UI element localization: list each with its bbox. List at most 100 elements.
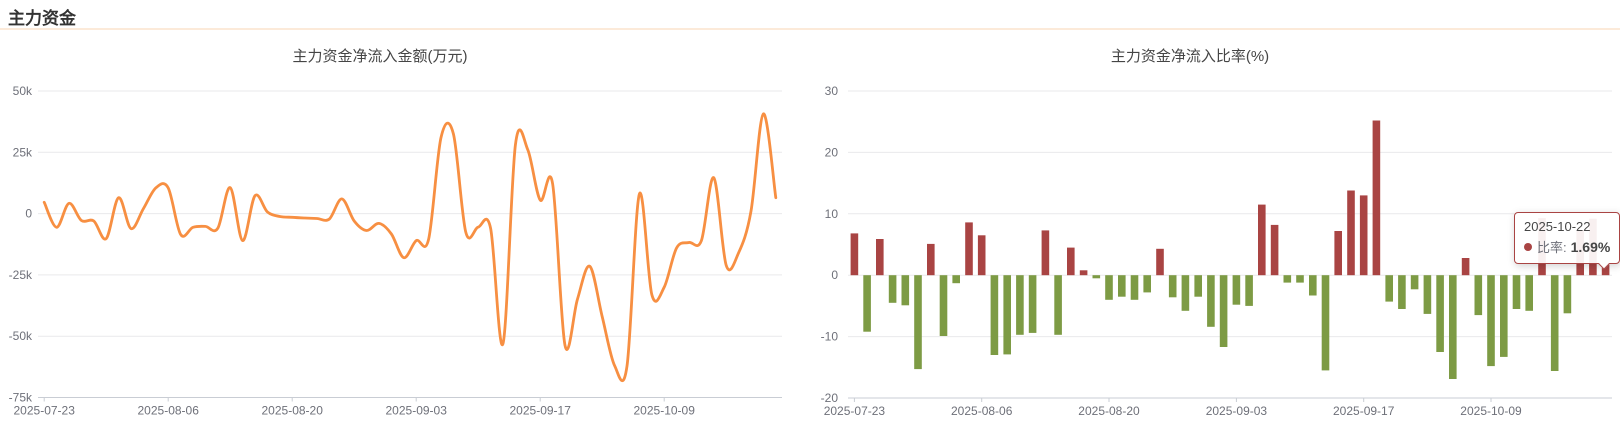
- chart-title-net-inflow-ratio: 主力资金净流入比率(%): [1110, 48, 1270, 65]
- y-axis-label: 50k: [13, 84, 33, 98]
- tooltip-series-row: 比率: 1.69%: [1524, 237, 1610, 256]
- tooltip-date: 2025-10-22: [1524, 219, 1591, 234]
- bar[interactable]: [977, 235, 986, 276]
- y-axis-label: -75k: [9, 391, 33, 405]
- grid: [38, 90, 782, 337]
- tooltip: 2025-10-22 比率: 1.69%: [1514, 212, 1620, 270]
- bar[interactable]: [1385, 275, 1393, 302]
- bar[interactable]: [927, 243, 935, 276]
- bar[interactable]: [1092, 275, 1101, 279]
- x-axis-label: 2025-08-20: [1078, 404, 1140, 418]
- y-axis-label: 0: [831, 268, 838, 282]
- bar[interactable]: [1487, 275, 1495, 367]
- x-axis-label: 2025-09-17: [510, 404, 572, 418]
- bar-series: [850, 120, 1610, 379]
- bar[interactable]: [1143, 275, 1151, 293]
- bar[interactable]: [1194, 275, 1202, 297]
- y-axis-label: -50k: [9, 329, 33, 343]
- y-axis-label: 30: [825, 84, 839, 98]
- x-axis-label: 2025-08-06: [951, 404, 1013, 418]
- chart-title-net-inflow-amount: 主力资金净流入金额(万元): [292, 48, 468, 65]
- chart-panel-net-inflow-ratio: 主力资金净流入比率(%) 30 20 10 0 -10 -20 2025-07-23 2025…: [790, 0, 1620, 433]
- bar[interactable]: [1372, 120, 1381, 276]
- bar[interactable]: [1512, 275, 1521, 309]
- bar[interactable]: [888, 275, 897, 303]
- bar[interactable]: [1245, 275, 1253, 306]
- bar[interactable]: [1270, 224, 1279, 276]
- bar[interactable]: [1041, 230, 1050, 276]
- x-axis-label: 2025-08-06: [138, 404, 200, 418]
- bar[interactable]: [863, 275, 871, 332]
- y-axis-label: -10: [821, 330, 839, 344]
- bar[interactable]: [990, 275, 999, 355]
- bar[interactable]: [1207, 275, 1215, 327]
- bar[interactable]: [1461, 258, 1470, 276]
- bar[interactable]: [1130, 275, 1139, 300]
- bar[interactable]: [1079, 270, 1088, 276]
- x-axis: 2025-07-23 2025-08-06 2025-08-20 2025-09-03…: [824, 397, 1612, 418]
- bar[interactable]: [1563, 275, 1572, 314]
- bar[interactable]: [1232, 275, 1241, 305]
- bar[interactable]: [1436, 275, 1444, 352]
- bar[interactable]: [1003, 275, 1011, 355]
- page-title: 主力资金: [8, 9, 76, 28]
- x-axis-label: 2025-10-09: [1460, 404, 1522, 418]
- x-axis: 2025-07-23 2025-08-06 2025-08-20 2025-09-03…: [14, 397, 782, 418]
- x-axis-label: 2025-09-03: [386, 404, 448, 418]
- bar[interactable]: [1105, 275, 1113, 300]
- bar[interactable]: [1054, 275, 1062, 335]
- bar[interactable]: [1423, 275, 1432, 314]
- bar[interactable]: [1398, 275, 1406, 309]
- bar[interactable]: [1309, 275, 1317, 296]
- bar[interactable]: [1321, 275, 1330, 371]
- page-header: 主力资金: [0, 0, 1620, 30]
- grid: [848, 90, 1612, 338]
- bar[interactable]: [901, 275, 910, 306]
- x-axis-label: 2025-07-23: [824, 404, 886, 418]
- bar[interactable]: [1550, 275, 1559, 371]
- bar[interactable]: [965, 222, 973, 276]
- bar[interactable]: [952, 275, 960, 284]
- bar[interactable]: [876, 239, 884, 276]
- bar[interactable]: [1410, 275, 1419, 290]
- bar[interactable]: [1067, 247, 1075, 276]
- y-axis-label: -20: [821, 391, 839, 405]
- y-axis-label: 20: [825, 145, 839, 159]
- tooltip-value: 1.69%: [1570, 238, 1611, 255]
- series-marker-dot-icon: [1524, 242, 1532, 251]
- bar[interactable]: [1181, 275, 1190, 311]
- bar[interactable]: [939, 275, 948, 336]
- bar[interactable]: [850, 233, 859, 276]
- chart-panel-net-inflow-amount: 主力资金净流入金额(万元) 50k 25k 0 -25k -50k -75k 2025-07…: [0, 0, 790, 433]
- bar[interactable]: [1449, 275, 1457, 379]
- bar[interactable]: [1334, 231, 1342, 276]
- bar[interactable]: [1500, 275, 1508, 357]
- bar[interactable]: [1347, 190, 1355, 276]
- bar[interactable]: [1168, 275, 1177, 298]
- x-axis-label: 2025-07-23: [14, 404, 76, 418]
- bar[interactable]: [1028, 275, 1037, 333]
- bar[interactable]: [1283, 275, 1292, 283]
- bar[interactable]: [1219, 275, 1228, 347]
- line-series[interactable]: [42, 112, 778, 383]
- x-axis-label: 2025-09-17: [1333, 404, 1395, 418]
- y-axis-label: -25k: [9, 268, 33, 282]
- x-axis-label: 2025-10-09: [634, 404, 696, 418]
- bar[interactable]: [1359, 195, 1368, 276]
- y-axis-label: 25k: [13, 145, 33, 159]
- y-axis-label: 10: [825, 207, 839, 221]
- bar[interactable]: [1601, 264, 1610, 276]
- bar[interactable]: [914, 275, 922, 370]
- bar[interactable]: [1156, 248, 1164, 276]
- bar[interactable]: [1016, 275, 1024, 335]
- x-axis-label: 2025-08-20: [262, 404, 324, 418]
- tooltip-series-label: 比率:: [1537, 240, 1567, 255]
- bar[interactable]: [1258, 204, 1266, 276]
- bar[interactable]: [1118, 275, 1126, 297]
- bar[interactable]: [1525, 275, 1533, 311]
- bar[interactable]: [1296, 275, 1304, 283]
- bar[interactable]: [1474, 275, 1483, 316]
